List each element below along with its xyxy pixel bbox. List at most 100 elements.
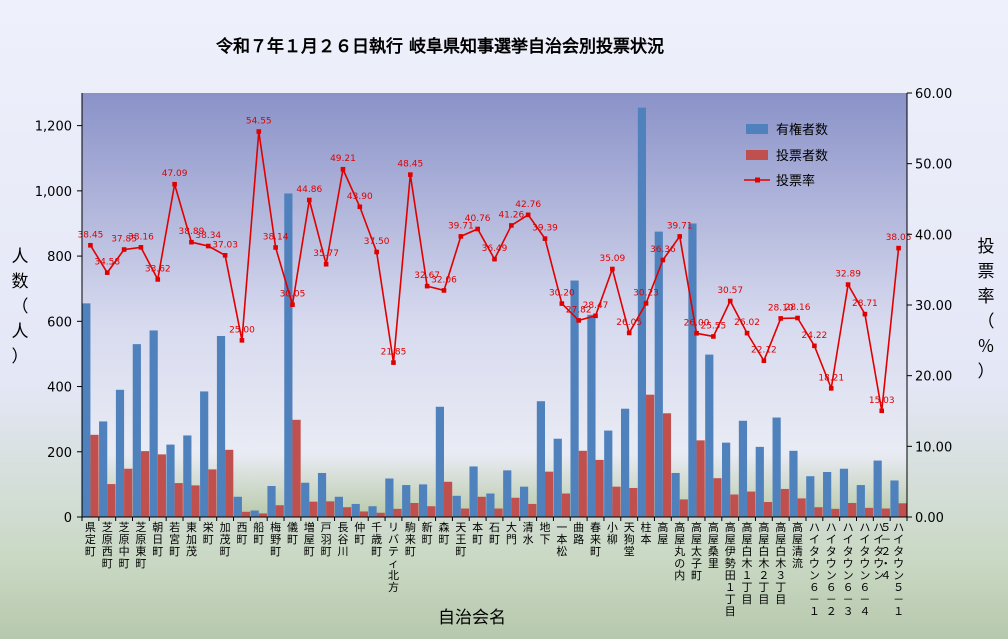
bar-registered-voters xyxy=(873,460,882,517)
data-label-turnout: 32.89 xyxy=(835,270,861,280)
point-turnout xyxy=(340,166,346,172)
point-turnout xyxy=(559,301,565,306)
bar-registered-voters xyxy=(688,223,697,517)
data-label-turnout: 26.05 xyxy=(616,318,642,328)
x-tick-label: 栄町 xyxy=(203,520,214,546)
point-turnout xyxy=(374,249,379,255)
bar-voters xyxy=(797,498,806,517)
point-turnout xyxy=(660,257,666,263)
x-tick-label: 高屋白木１丁目 xyxy=(742,520,753,606)
x-tick-label: 小柳 xyxy=(607,521,618,546)
bar-registered-voters xyxy=(772,417,781,517)
point-turnout xyxy=(172,181,177,187)
y-tick-label: 400 xyxy=(47,381,72,396)
y2-tick-label: 60.00 xyxy=(915,87,952,102)
x-tick-label: 仲町 xyxy=(354,520,365,546)
bar-voters xyxy=(848,502,857,517)
data-label-turnout: 38.05 xyxy=(886,233,912,243)
x-tick-label: 一本松 xyxy=(556,521,567,558)
data-label-turnout: 42.76 xyxy=(515,200,541,210)
x-tick-label: 朝日町 xyxy=(152,521,163,558)
data-label-turnout: 26.00 xyxy=(684,318,710,328)
data-label-turnout: 40.76 xyxy=(465,214,491,224)
y2-tick-label: 0.00 xyxy=(915,511,944,526)
bar-voters xyxy=(494,508,503,517)
x-tick-label: 高屋桑里 xyxy=(708,520,719,570)
bar-voters xyxy=(730,494,739,517)
x-tick-label: 高屋白木３丁目 xyxy=(775,520,786,606)
bar-voters xyxy=(545,471,554,517)
x-tick-label: ハイタウン６－３ xyxy=(843,521,854,618)
bar-voters xyxy=(528,503,537,517)
data-label-turnout: 43.90 xyxy=(347,192,373,202)
bar-registered-voters xyxy=(317,472,327,517)
x-tick-label: 増屋町 xyxy=(304,521,315,558)
bar-registered-voters xyxy=(452,495,461,517)
bar-voters xyxy=(679,499,688,517)
x-tick-label: 天王町 xyxy=(455,521,466,558)
bar-registered-voters xyxy=(620,408,630,517)
bar-voters xyxy=(376,512,385,517)
data-label-turnout: 41.26 xyxy=(498,210,524,220)
x-tick-label: 天狗堂 xyxy=(624,521,635,558)
point-turnout xyxy=(121,247,127,252)
x-tick-label: 船町 xyxy=(253,520,264,546)
data-label-turnout: 33.62 xyxy=(145,264,171,274)
data-label-turnout: 22.12 xyxy=(751,346,777,356)
bar-registered-voters xyxy=(166,444,175,517)
bar-registered-voters xyxy=(839,468,849,517)
bar-voters xyxy=(713,478,722,517)
point-turnout xyxy=(222,253,228,258)
bar-registered-voters xyxy=(385,478,394,517)
data-label-turnout: 38.45 xyxy=(78,230,104,240)
bar-registered-voters xyxy=(334,496,343,517)
point-turnout xyxy=(424,283,430,289)
bar-registered-voters xyxy=(418,484,428,517)
point-turnout xyxy=(155,277,161,282)
point-turnout xyxy=(879,408,885,414)
data-label-turnout: 18.21 xyxy=(818,373,844,383)
legend-label-voters: 投票者数 xyxy=(776,148,828,164)
bar-voters xyxy=(780,488,789,517)
x-tick-label: 芝原西町 xyxy=(102,521,113,570)
point-turnout xyxy=(828,386,834,391)
x-tick-label: 千歳町 xyxy=(371,521,382,558)
bar-voters xyxy=(292,419,301,517)
data-label-turnout: 38.34 xyxy=(195,231,221,241)
point-turnout xyxy=(475,226,480,232)
bar-registered-voters xyxy=(250,510,259,517)
bar-voters xyxy=(174,483,183,517)
bar-voters xyxy=(662,413,672,517)
x-tick-label: 高屋 xyxy=(657,520,668,546)
data-label-turnout: 38.16 xyxy=(128,232,154,242)
data-label-turnout: 30.05 xyxy=(280,290,306,300)
y2-tick-label: 40.00 xyxy=(915,228,952,243)
data-label-turnout: 36.36 xyxy=(650,245,676,255)
y-tick-label: 200 xyxy=(47,446,72,461)
point-turnout xyxy=(273,245,278,250)
bar-voters xyxy=(258,513,267,517)
legend-swatch-registered xyxy=(746,124,768,134)
y2-tick-label: 10.00 xyxy=(915,440,952,455)
data-label-turnout: 21.85 xyxy=(381,348,407,358)
data-label-turnout: 38.14 xyxy=(263,232,289,242)
point-turnout xyxy=(239,338,245,343)
data-label-turnout: 24.22 xyxy=(802,331,828,341)
point-turnout xyxy=(593,313,598,319)
point-turnout xyxy=(778,316,784,321)
x-tick-label: 曲路 xyxy=(573,521,584,546)
point-turnout xyxy=(542,236,548,241)
bar-registered-voters xyxy=(149,330,158,517)
data-label-turnout: 30.20 xyxy=(549,289,575,299)
bar-registered-voters xyxy=(267,486,276,517)
x-tick-label: ハイタウン xyxy=(873,521,884,582)
x-tick-label: 大門 xyxy=(506,520,517,546)
bar-voters xyxy=(275,505,284,517)
point-turnout xyxy=(711,334,716,339)
bar-registered-voters xyxy=(284,193,293,517)
y-tick-label: 600 xyxy=(47,315,72,330)
data-label-turnout: 37.50 xyxy=(364,237,390,247)
data-label-turnout: 25.00 xyxy=(229,325,255,335)
bar-registered-voters xyxy=(99,421,108,517)
bar-voters xyxy=(393,508,402,517)
